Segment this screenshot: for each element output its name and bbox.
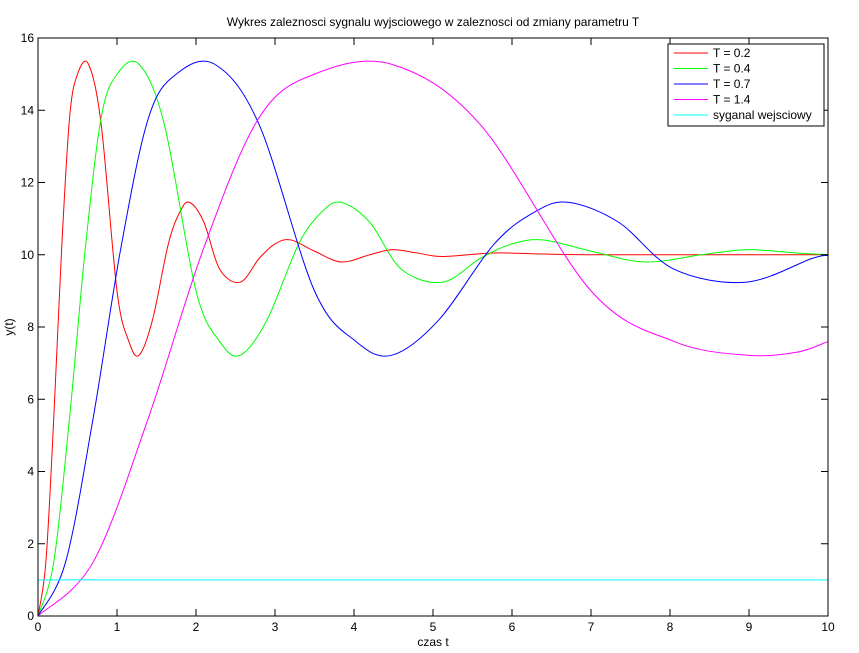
legend-label-3: T = 0.7 [713, 77, 751, 91]
x-axis-ticks: 0 1 2 3 4 5 6 7 8 9 10 [35, 38, 835, 634]
x-tick-label: 9 [746, 620, 753, 634]
legend-label-5: syganal wejsciowy [713, 108, 812, 122]
series-line-2 [37, 60, 829, 617]
x-tick-label: 10 [821, 620, 835, 634]
x-tick-label: 3 [272, 620, 279, 634]
x-tick-label: 0 [35, 620, 42, 634]
legend-label-4: T = 1.4 [713, 93, 751, 107]
y-tick-label: 16 [21, 31, 35, 45]
legend-label-2: T = 0.4 [713, 62, 751, 76]
series-line-4 [37, 60, 829, 617]
y-tick-label: 2 [27, 537, 34, 551]
x-tick-label: 7 [588, 620, 595, 634]
y-tick-label: 14 [21, 103, 35, 117]
series-layer [37, 60, 829, 617]
legend-box [667, 43, 825, 127]
y-tick-label: 10 [21, 248, 35, 262]
x-tick-label: 8 [667, 620, 674, 634]
x-tick-label: 6 [509, 620, 516, 634]
y-tick-label: 6 [27, 392, 34, 406]
x-tick-label: 1 [114, 620, 121, 634]
y-tick-label: 0 [27, 609, 34, 623]
series-line-3 [37, 60, 829, 617]
y-tick-label: 4 [27, 465, 34, 479]
x-tick-label: 5 [430, 620, 437, 634]
x-tick-label: 4 [351, 620, 358, 634]
y-tick-label: 12 [21, 176, 35, 190]
y-tick-label: 8 [27, 320, 34, 334]
chart-title: Wykres zaleznosci sygnalu wyjsciowego w … [227, 15, 640, 29]
legend-label-1: T = 0.2 [713, 46, 751, 60]
x-axis-label: czas t [417, 635, 449, 649]
series-line-1 [37, 60, 828, 617]
y-axis-label: y(t) [2, 318, 16, 335]
y-axis-ticks: 0 2 4 6 8 10 12 14 16 [21, 31, 828, 623]
x-tick-label: 2 [193, 620, 200, 634]
